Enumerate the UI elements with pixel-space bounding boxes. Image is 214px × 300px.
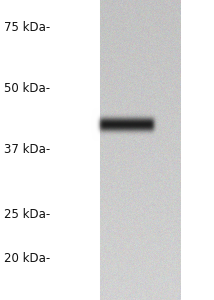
Text: 37 kDa-: 37 kDa- — [4, 142, 51, 156]
Text: 25 kDa-: 25 kDa- — [4, 208, 51, 221]
Text: 20 kDa-: 20 kDa- — [4, 252, 51, 265]
Text: 75 kDa-: 75 kDa- — [4, 21, 51, 34]
Text: 50 kDa-: 50 kDa- — [4, 82, 51, 95]
